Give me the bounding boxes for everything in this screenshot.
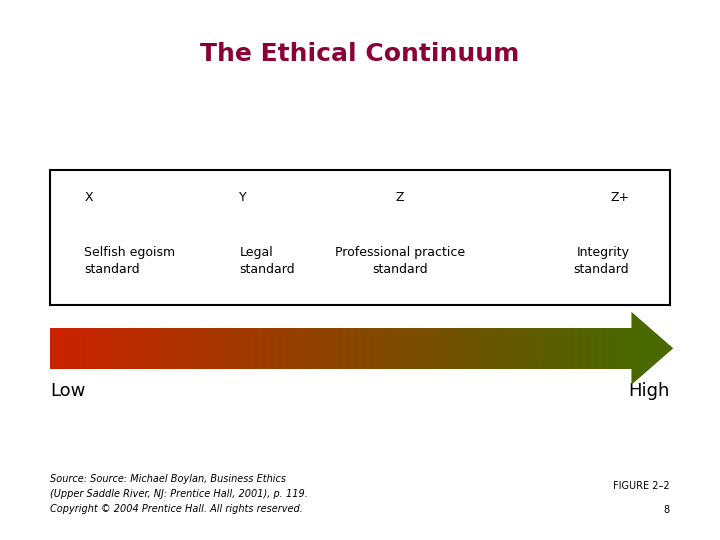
Bar (50, 170, 670, 305)
Text: Low: Low (50, 382, 86, 401)
Text: Integrity
standard: Integrity standard (574, 246, 629, 275)
Text: Z: Z (396, 191, 405, 204)
Text: 8: 8 (663, 505, 670, 515)
Text: The Ethical Continuum: The Ethical Continuum (200, 42, 520, 66)
Text: X: X (84, 191, 93, 204)
Text: FIGURE 2–2: FIGURE 2–2 (613, 481, 670, 491)
Text: Z+: Z+ (611, 191, 629, 204)
Text: High: High (629, 382, 670, 401)
Text: Professional practice
standard: Professional practice standard (336, 246, 465, 275)
Text: Selfish egoism
standard: Selfish egoism standard (84, 246, 176, 275)
Text: Legal
standard: Legal standard (239, 246, 295, 275)
Polygon shape (631, 312, 673, 384)
Text: Y: Y (239, 191, 247, 204)
Text: Source: Source: Michael Boylan, Business Ethics
(Upper Saddle River, NJ: Prentic: Source: Source: Michael Boylan, Business… (50, 474, 308, 514)
